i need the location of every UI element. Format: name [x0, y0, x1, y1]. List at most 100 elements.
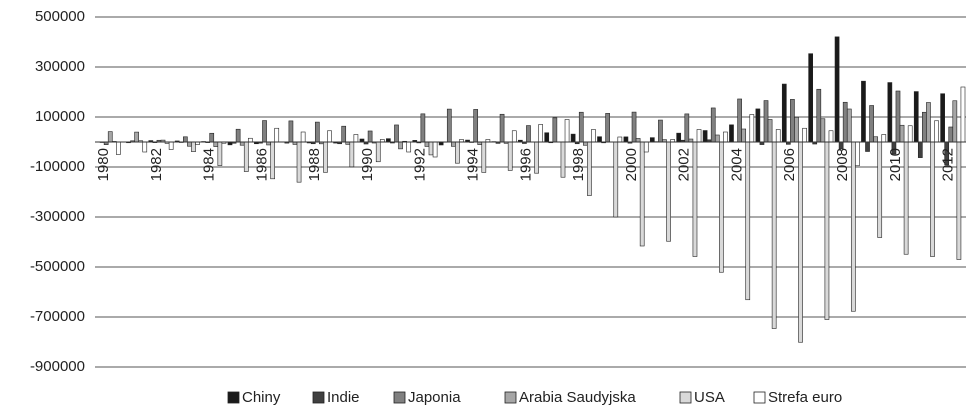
- bar: [873, 136, 878, 143]
- bar: [481, 141, 487, 173]
- bar: [781, 83, 787, 143]
- x-tick-label: 1982: [148, 148, 165, 181]
- bar: [719, 141, 724, 273]
- bar: [887, 82, 893, 143]
- x-tick-label: 2006: [781, 148, 798, 181]
- bar: [578, 111, 584, 143]
- bar: [341, 125, 347, 143]
- bar: [816, 88, 822, 143]
- x-tick-label: 2004: [728, 148, 745, 181]
- bar: [209, 132, 215, 143]
- bar: [564, 119, 570, 143]
- bar: [394, 124, 399, 143]
- bar: [842, 101, 848, 143]
- legend-label: Japonia: [408, 389, 461, 406]
- bar: [952, 100, 958, 143]
- bar: [869, 105, 874, 143]
- bar: [838, 141, 844, 150]
- bar: [274, 127, 280, 143]
- bar: [473, 109, 479, 143]
- bar: [367, 130, 373, 143]
- x-tick-label: 1994: [464, 148, 481, 181]
- bar: [432, 141, 438, 158]
- bar: [737, 98, 742, 143]
- bar: [798, 141, 803, 343]
- bar: [235, 128, 241, 143]
- legend-label: USA: [694, 389, 725, 406]
- bar: [828, 130, 834, 143]
- bar: [714, 134, 720, 143]
- bar: [597, 136, 602, 143]
- bar: [300, 131, 306, 143]
- bar: [187, 141, 192, 147]
- bar: [247, 137, 253, 143]
- x-tick-label: 2000: [623, 148, 640, 181]
- bar: [913, 91, 919, 143]
- bar: [802, 127, 807, 143]
- bar: [723, 131, 728, 143]
- x-tick-label: 2008: [834, 148, 851, 181]
- bar: [507, 141, 513, 171]
- y-tick-label: 100000: [35, 108, 85, 125]
- bar: [745, 141, 751, 301]
- bar: [692, 141, 698, 257]
- bar: [455, 141, 460, 164]
- bar: [544, 132, 550, 143]
- bar: [960, 86, 966, 143]
- bar: [702, 130, 708, 143]
- legend-swatch: [753, 391, 766, 404]
- bar: [907, 125, 913, 143]
- legend-label: Strefa euro: [768, 389, 842, 406]
- bar: [323, 141, 328, 173]
- bar: [934, 120, 939, 143]
- x-tick-label: 1996: [517, 148, 534, 181]
- x-tick-label: 1988: [306, 148, 323, 181]
- x-tick-label: 1984: [201, 148, 218, 181]
- bar: [684, 113, 690, 143]
- bar: [327, 130, 332, 143]
- x-tick-label: 1990: [359, 148, 376, 181]
- bar: [191, 141, 196, 152]
- bar: [877, 141, 883, 238]
- y-tick-label: 300000: [35, 58, 85, 75]
- x-tick-label: 1980: [95, 148, 112, 181]
- legend-swatch: [227, 391, 240, 404]
- bar: [605, 113, 610, 143]
- bar: [420, 113, 426, 143]
- bar: [134, 131, 139, 143]
- bar: [617, 136, 623, 143]
- legend-swatch: [504, 391, 517, 404]
- bar: [613, 141, 619, 218]
- y-tick-label: -100000: [30, 158, 85, 175]
- bar: [534, 141, 539, 174]
- bar: [107, 131, 113, 143]
- bar: [560, 141, 566, 178]
- bar: [353, 134, 359, 143]
- bar: [349, 141, 355, 168]
- bar: [956, 141, 962, 260]
- bar: [168, 141, 174, 150]
- bar: [217, 141, 223, 166]
- x-tick-label: 1986: [253, 148, 270, 181]
- bar: [899, 124, 905, 143]
- bar: [930, 141, 935, 257]
- bar: [213, 141, 219, 147]
- bar: [296, 141, 302, 183]
- bar: [499, 113, 505, 143]
- bar: [587, 141, 592, 196]
- bar: [775, 129, 781, 143]
- bar: [676, 132, 682, 143]
- bar: [729, 124, 734, 143]
- bar: [710, 107, 716, 143]
- bar: [855, 141, 860, 167]
- bar: [183, 136, 188, 143]
- bar: [749, 114, 755, 143]
- bar: [834, 36, 840, 143]
- bar: [771, 141, 777, 329]
- y-tick-label: -700000: [30, 308, 85, 325]
- legend-label: Chiny: [242, 389, 281, 406]
- bar: [570, 133, 576, 143]
- bar: [270, 141, 275, 180]
- legend-label: Indie: [327, 389, 360, 406]
